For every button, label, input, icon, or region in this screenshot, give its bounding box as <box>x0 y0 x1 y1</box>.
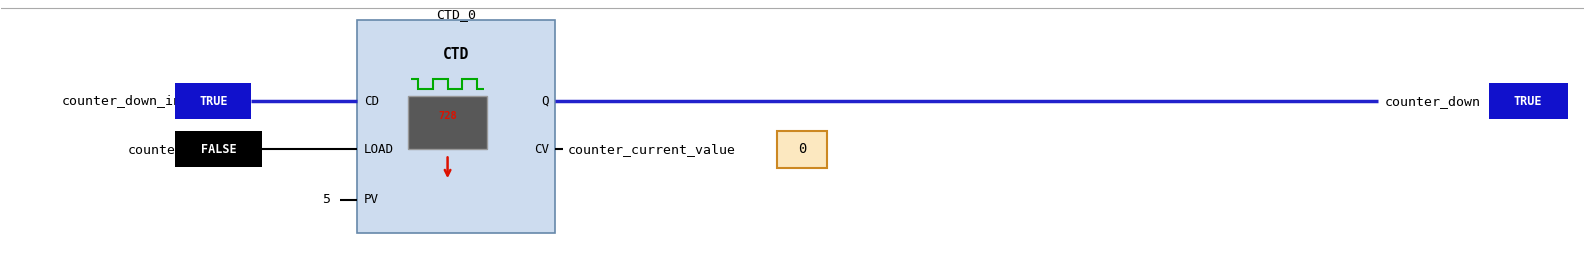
Bar <box>357 20 555 233</box>
Text: counter_load: counter_load <box>128 143 223 156</box>
Text: Q: Q <box>542 95 548 108</box>
Bar <box>407 96 487 149</box>
Text: 0: 0 <box>797 142 807 156</box>
Text: LOAD: LOAD <box>363 143 393 156</box>
Text: counter_down_input: counter_down_input <box>62 95 206 108</box>
Bar <box>1488 83 1568 119</box>
Text: PV: PV <box>363 193 379 206</box>
Text: TRUE: TRUE <box>1514 95 1542 108</box>
Text: CTD: CTD <box>444 47 469 62</box>
Text: FALSE: FALSE <box>201 143 236 155</box>
Text: counter_down: counter_down <box>1384 95 1480 108</box>
Text: CTD_0: CTD_0 <box>436 8 476 21</box>
Text: 728: 728 <box>437 111 456 121</box>
Text: 5: 5 <box>322 193 331 206</box>
Bar <box>777 130 827 168</box>
Bar <box>176 83 252 119</box>
Text: TRUE: TRUE <box>200 95 228 108</box>
Text: CD: CD <box>363 95 379 108</box>
Text: counter_current_value: counter_current_value <box>567 143 735 156</box>
Bar <box>176 131 263 167</box>
Text: CV: CV <box>534 143 548 156</box>
